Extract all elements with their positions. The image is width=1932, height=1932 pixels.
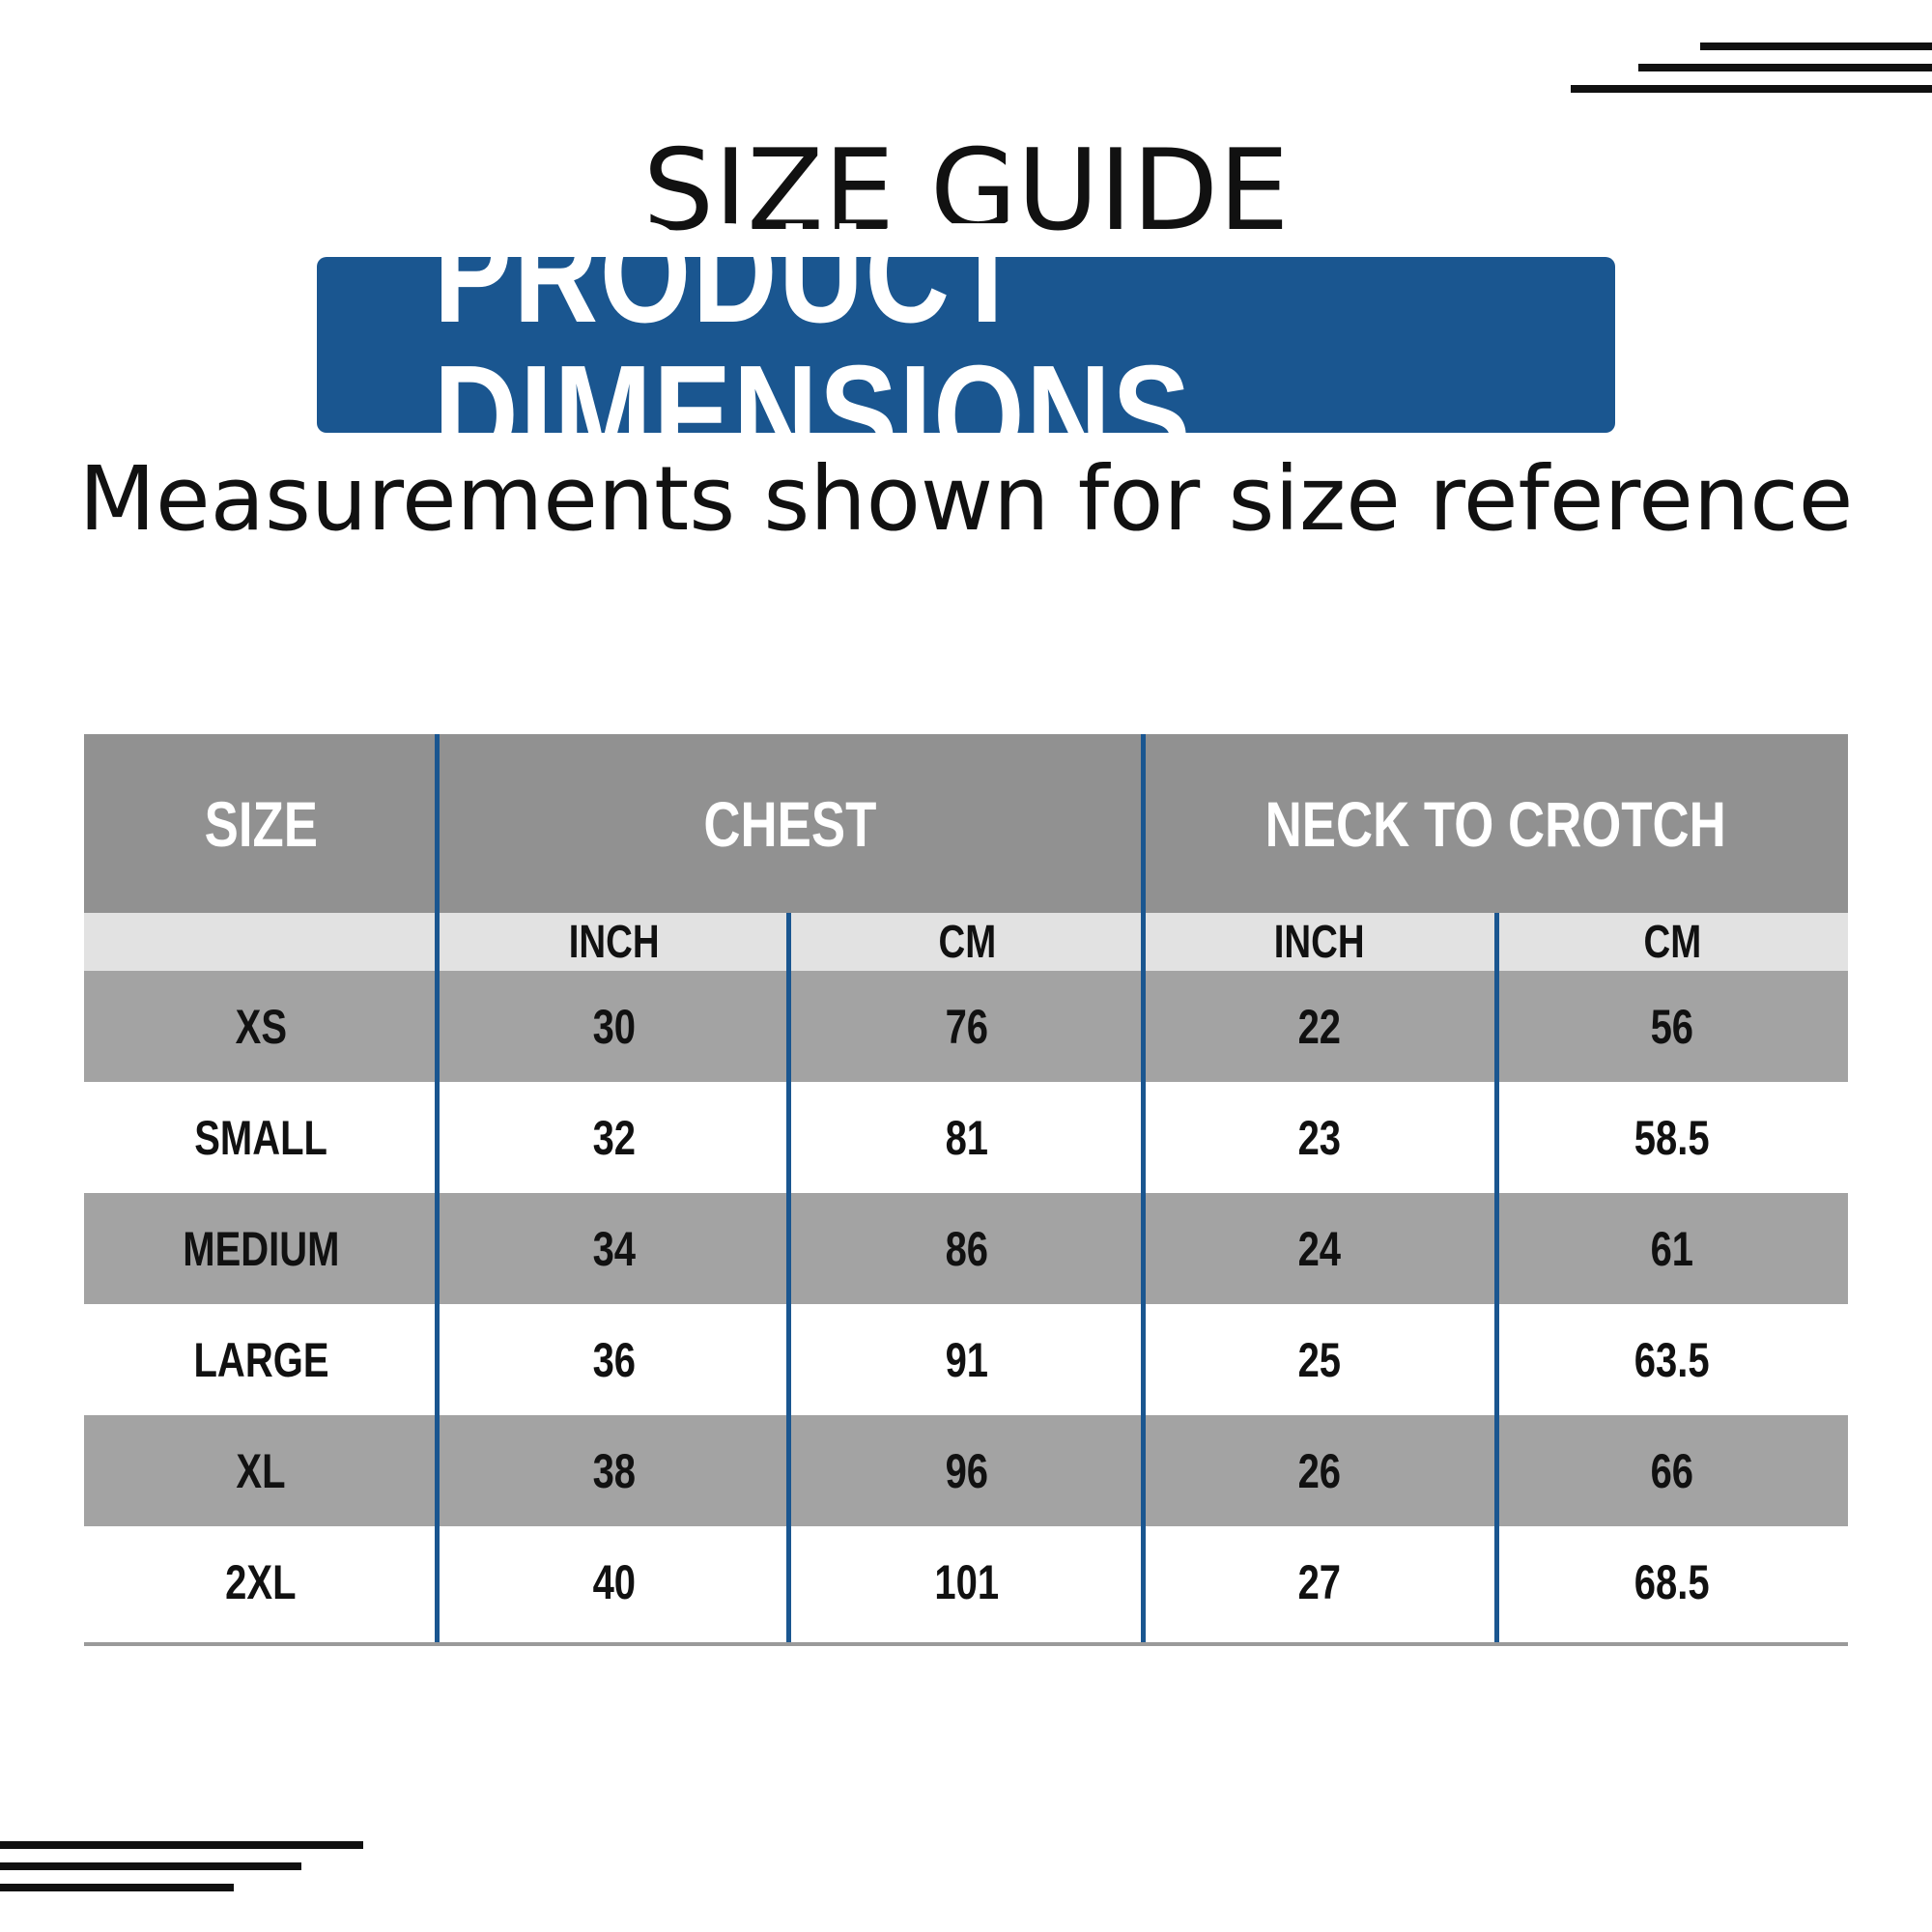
- decor-line-top-2: [1638, 64, 1932, 71]
- column-divider: [1494, 913, 1499, 1642]
- header-neck-to-crotch: NECK TO CROTCH: [1264, 787, 1726, 860]
- header-chest: CHEST: [703, 787, 877, 860]
- unit-neck-cm: CM: [1643, 916, 1701, 968]
- cell-neck-cm: 56: [1650, 999, 1694, 1054]
- cell-neck-cm: 63.5: [1634, 1332, 1710, 1387]
- table-row: XS 30 76 22 56: [84, 971, 1848, 1082]
- cell-chest-inch: 34: [592, 1221, 637, 1276]
- table-header-row: SIZE CHEST NECK TO CROTCH: [84, 734, 1848, 913]
- decor-line-bottom-2: [0, 1862, 301, 1870]
- page-title: SIZE GUIDE: [642, 126, 1290, 256]
- cell-size: SMALL: [194, 1110, 327, 1165]
- cell-chest-inch: 36: [592, 1332, 637, 1387]
- banner: PRODUCT DIMENSIONS: [317, 202, 1615, 488]
- page-subtitle: Measurements shown for size reference: [78, 447, 1854, 551]
- banner-text: PRODUCT DIMENSIONS: [433, 193, 1193, 496]
- cell-chest-cm: 76: [945, 999, 989, 1054]
- cell-neck-cm: 61: [1650, 1221, 1694, 1276]
- cell-size: LARGE: [193, 1332, 328, 1387]
- cell-chest-inch: 30: [592, 999, 637, 1054]
- cell-neck-inch: 23: [1297, 1110, 1342, 1165]
- cell-neck-cm: 66: [1650, 1443, 1694, 1498]
- cell-chest-cm: 96: [945, 1443, 989, 1498]
- table-row: SMALL 32 81 23 58.5: [84, 1082, 1848, 1193]
- cell-chest-cm: 86: [945, 1221, 989, 1276]
- cell-chest-inch: 40: [592, 1554, 637, 1609]
- cell-neck-cm: 58.5: [1634, 1110, 1710, 1165]
- column-divider: [1141, 734, 1146, 1642]
- table-row: XL 38 96 26 66: [84, 1415, 1848, 1526]
- table-bottom-rule: [84, 1642, 1848, 1646]
- unit-neck-inch: INCH: [1274, 916, 1365, 968]
- decor-line-bottom-1: [0, 1841, 363, 1849]
- table-row: 2XL 40 101 27 68.5: [84, 1526, 1848, 1637]
- decor-line-top-1: [1700, 43, 1932, 50]
- cell-size: XL: [236, 1443, 286, 1498]
- cell-neck-cm: 68.5: [1634, 1554, 1710, 1609]
- column-divider: [786, 913, 791, 1642]
- cell-neck-inch: 24: [1297, 1221, 1342, 1276]
- table-unit-row: INCH CM INCH CM: [84, 913, 1848, 971]
- cell-chest-cm: 101: [934, 1554, 1000, 1609]
- header-size: SIZE: [204, 787, 318, 860]
- cell-chest-inch: 32: [592, 1110, 637, 1165]
- cell-size: 2XL: [225, 1554, 297, 1609]
- table-row: LARGE 36 91 25 63.5: [84, 1304, 1848, 1415]
- table-row: MEDIUM 34 86 24 61: [84, 1193, 1848, 1304]
- size-table: SIZE CHEST NECK TO CROTCH INCH CM INCH C…: [84, 734, 1848, 1642]
- cell-chest-cm: 91: [945, 1332, 989, 1387]
- cell-size: MEDIUM: [182, 1221, 340, 1276]
- cell-chest-inch: 38: [592, 1443, 637, 1498]
- column-divider: [435, 734, 440, 1642]
- cell-chest-cm: 81: [945, 1110, 989, 1165]
- cell-neck-inch: 25: [1297, 1332, 1342, 1387]
- cell-neck-inch: 26: [1297, 1443, 1342, 1498]
- decor-line-top-3: [1571, 85, 1932, 93]
- unit-chest-inch: INCH: [569, 916, 660, 968]
- cell-neck-inch: 27: [1297, 1554, 1342, 1609]
- cell-neck-inch: 22: [1297, 999, 1342, 1054]
- unit-chest-cm: CM: [938, 916, 996, 968]
- cell-size: XS: [235, 999, 287, 1054]
- decor-line-bottom-3: [0, 1884, 234, 1891]
